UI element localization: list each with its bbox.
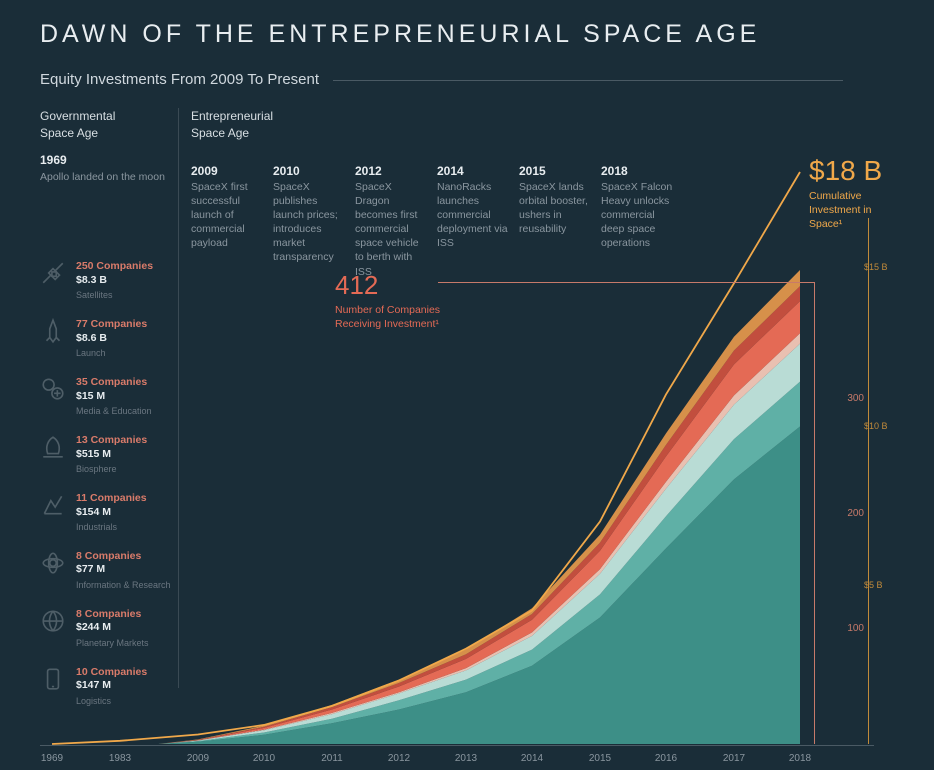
billions-tick-5: $5 B [864, 580, 904, 590]
x-tick-2011: 2011 [321, 753, 343, 764]
area-line-chart [0, 0, 934, 770]
bracket-412-side [814, 282, 815, 744]
x-tick-2014: 2014 [521, 753, 543, 764]
x-tick-2017: 2017 [723, 753, 745, 764]
x-tick-2016: 2016 [655, 753, 677, 764]
companies-tick-200: 200 [834, 508, 864, 519]
x-tick-2012: 2012 [388, 753, 410, 764]
x-axis-line [40, 745, 874, 746]
x-tick-2018: 2018 [789, 753, 811, 764]
billions-tick-10: $10 B [864, 421, 904, 431]
x-tick-2009: 2009 [187, 753, 209, 764]
companies-tick-300: 300 [834, 393, 864, 404]
x-tick-2010: 2010 [253, 753, 275, 764]
companies-tick-100: 100 [834, 623, 864, 634]
x-tick-1969: 1969 [41, 753, 63, 764]
x-tick-1983: 1983 [109, 753, 131, 764]
bracket-412-top [438, 282, 814, 283]
x-tick-2015: 2015 [589, 753, 611, 764]
billions-axis-line [868, 218, 869, 744]
billions-tick-15: $15 B [864, 262, 904, 272]
x-tick-2013: 2013 [455, 753, 477, 764]
